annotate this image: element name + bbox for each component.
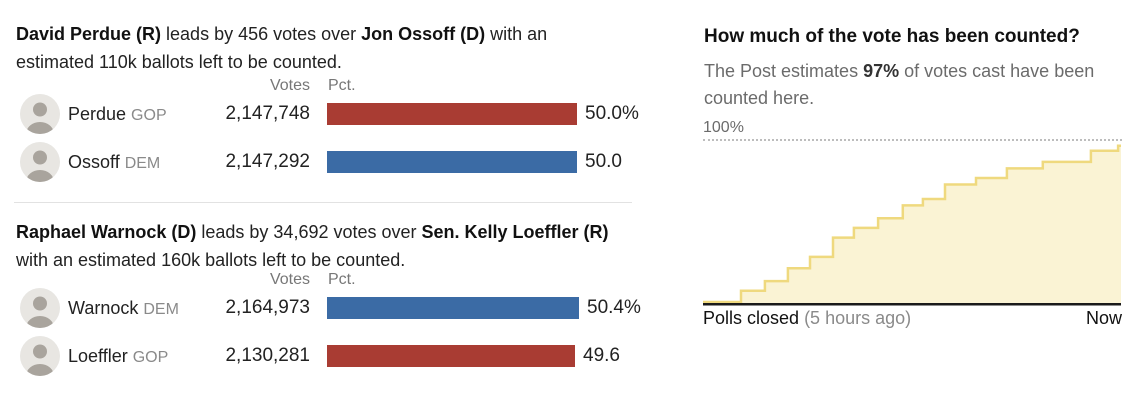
candidate-photo: [20, 336, 60, 376]
party-tag: DEM: [143, 301, 179, 318]
votes-column-header: Votes: [269, 77, 310, 94]
vote-count: 2,130,281: [225, 345, 310, 366]
candidate-row-warnock: Warnock DEM 2,164,973 50.4%: [0, 288, 660, 328]
x-axis-left-label: Polls closed (5 hours ago): [703, 308, 912, 328]
person-silhouette-icon: [20, 94, 60, 134]
race-1-column-headers: Votes Pct.: [0, 77, 632, 95]
candidate-name: Ossoff DEM: [68, 152, 161, 172]
race-1-trailer-name: Jon Ossoff (D): [361, 24, 486, 44]
vote-counted-step-chart: [703, 144, 1121, 306]
candidate-row-loeffler: Loeffler GOP 2,130,281 49.6: [0, 336, 660, 376]
race-2-leader-name: Raphael Warnock (D): [16, 222, 197, 242]
race-2-trailer-name: Sen. Kelly Loeffler (R): [421, 222, 609, 242]
result-bar: [327, 103, 577, 125]
result-bar: [327, 345, 575, 367]
candidate-photo: [20, 288, 60, 328]
vote-count: 2,147,748: [225, 103, 310, 124]
section-divider: [14, 202, 632, 203]
vote-count: 2,164,973: [225, 297, 310, 318]
person-silhouette-icon: [20, 142, 60, 182]
vote-count: 2,147,292: [225, 151, 310, 172]
pct-label: 49.6: [583, 345, 620, 366]
pct-label: 50.4%: [587, 297, 641, 318]
candidate-photo: [20, 142, 60, 182]
pct-column-header: Pct.: [328, 77, 356, 94]
x-axis-right-label: Now: [1085, 308, 1122, 328]
counted-estimate-value: 97%: [863, 61, 900, 81]
person-silhouette-icon: [20, 336, 60, 376]
party-tag: GOP: [131, 107, 167, 124]
party-tag: GOP: [132, 349, 169, 366]
candidate-row-perdue: Perdue GOP 2,147,748 50.0%: [0, 94, 660, 134]
person-silhouette-icon: [20, 288, 60, 328]
y-axis-100pct-label: 100%: [703, 119, 744, 136]
votes-column-header: Votes: [269, 271, 310, 288]
counted-chart-title: How much of the vote has been counted?: [704, 26, 1080, 47]
candidate-name: Loeffler GOP: [68, 346, 169, 366]
polls-closed-time-note: (5 hours ago): [804, 308, 912, 328]
race-1-headline: David Perdue (R) leads by 456 votes over…: [16, 24, 548, 72]
candidate-name: Warnock DEM: [68, 298, 179, 318]
party-tag: DEM: [124, 155, 161, 172]
result-bar: [327, 297, 579, 319]
step-area-outline: [703, 144, 1121, 304]
candidate-name: Perdue GOP: [68, 104, 167, 124]
race-2-headline: Raphael Warnock (D) leads by 34,692 vote…: [16, 222, 609, 270]
100pct-gridline: [703, 139, 1122, 141]
step-area-fill: [703, 145, 1121, 304]
counted-chart-subtitle: The Post estimates 97% of votes cast hav…: [704, 61, 1095, 108]
race-2-column-headers: Votes Pct.: [0, 271, 632, 289]
candidate-row-ossoff: Ossoff DEM 2,147,292 50.0: [0, 142, 660, 182]
result-bar: [327, 151, 577, 173]
candidate-photo: [20, 94, 60, 134]
pct-label: 50.0: [585, 151, 622, 172]
race-1-leader-name: David Perdue (R): [16, 24, 162, 44]
pct-column-header: Pct.: [328, 271, 356, 288]
pct-label: 50.0%: [585, 103, 639, 124]
x-axis-labels: Polls closed (5 hours ago) Now: [703, 308, 1122, 329]
